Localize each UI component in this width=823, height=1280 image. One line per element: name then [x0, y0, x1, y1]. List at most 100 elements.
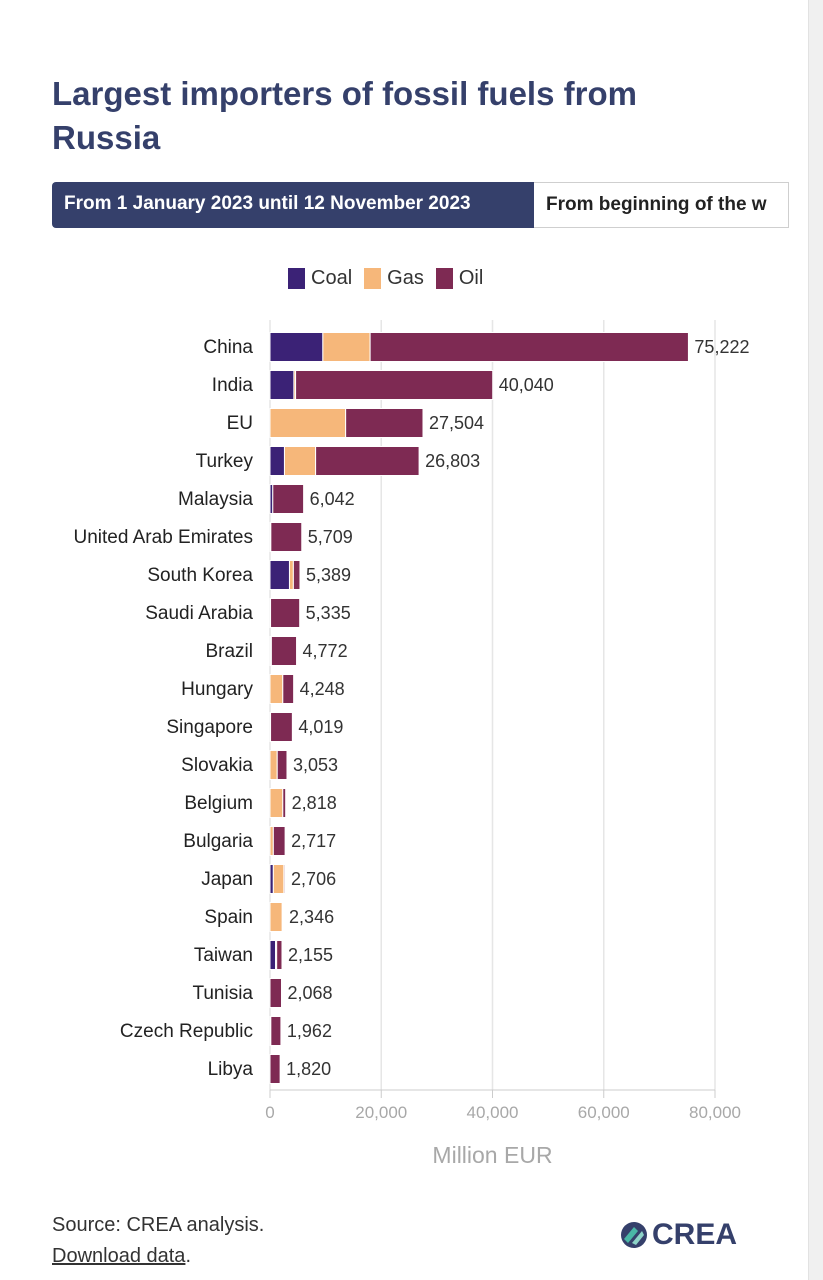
bar-total-label: 3,053: [293, 755, 338, 775]
bar-total-label: 2,068: [288, 983, 333, 1003]
bar-total-label: 1,820: [286, 1059, 331, 1079]
x-tick-label: 40,000: [467, 1103, 519, 1122]
legend-swatch-oil: [435, 267, 453, 289]
source-text: Source: CREA analysis.: [52, 1214, 265, 1236]
bar-oil: [345, 408, 424, 438]
bar-total-label: 26,803: [425, 451, 480, 471]
source-note: Source: CREA analysis. Download data.: [52, 1210, 264, 1272]
x-tick-label: 60,000: [578, 1103, 630, 1122]
bar-gas: [272, 864, 285, 894]
bar-total-label: 4,019: [298, 717, 343, 737]
bar-oil: [270, 598, 301, 628]
crea-logo[interactable]: CREA: [620, 1218, 737, 1252]
category-label: South Korea: [147, 565, 253, 586]
bar-coal: [269, 332, 324, 362]
legend-item-gas[interactable]: Gas: [364, 267, 424, 290]
category-label: Turkey: [196, 451, 254, 472]
bar-oil: [272, 484, 305, 514]
bar-gas: [269, 750, 278, 780]
bar-total-label: 2,706: [291, 869, 336, 889]
category-label: Tunisia: [192, 983, 253, 1004]
legend-swatch-coal: [288, 267, 305, 289]
category-label: China: [203, 337, 253, 358]
bar-total-label: 4,772: [303, 641, 348, 661]
crea-logo-text: CREA: [652, 1218, 738, 1251]
bar-coal: [269, 370, 295, 400]
bar-oil: [282, 788, 287, 818]
bar-total-label: 75,222: [694, 337, 749, 357]
category-label: Libya: [208, 1059, 254, 1080]
category-label: Spain: [204, 907, 253, 928]
page-edge: [808, 0, 823, 1280]
legend-swatch-gas: [364, 267, 382, 289]
bar-oil: [295, 370, 494, 400]
bar-oil: [270, 636, 298, 666]
bar-oil: [281, 902, 284, 932]
category-label: Hungary: [181, 679, 253, 700]
bar-oil: [270, 1016, 282, 1046]
category-label: Brazil: [205, 641, 253, 662]
bar-gas: [322, 332, 371, 362]
x-tick-label: 0: [265, 1103, 274, 1122]
page-title: Largest importers of fossil fuels from R…: [52, 75, 637, 156]
x-tick-label: 80,000: [689, 1103, 741, 1122]
bar-total-label: 2,346: [289, 907, 334, 927]
bar-total-label: 5,389: [306, 565, 351, 585]
category-label: Belgium: [184, 793, 253, 814]
x-axis-label: Million EUR: [432, 1142, 553, 1168]
legend-label-coal: Coal: [311, 266, 353, 289]
bar-gas: [269, 902, 283, 932]
bar-oil: [272, 826, 286, 856]
category-label: Taiwan: [194, 945, 253, 966]
bar-oil: [282, 674, 295, 704]
bar-total-label: 27,504: [429, 413, 484, 433]
bar-coal: [269, 864, 274, 894]
legend-label-oil: Oil: [458, 266, 484, 289]
bar-oil: [276, 750, 288, 780]
category-label: Japan: [201, 869, 253, 890]
bar-coal: [269, 940, 277, 970]
bar-oil: [270, 522, 303, 552]
download-line: Download data.: [52, 1241, 264, 1272]
category-label: Bulgaria: [183, 831, 253, 852]
bar-coal: [269, 560, 290, 590]
bar-total-label: 2,717: [291, 831, 336, 851]
bar-gas: [269, 408, 347, 438]
bar-total-label: 2,818: [292, 793, 337, 813]
crea-logo-icon: [621, 1222, 647, 1248]
bar-total-label: 40,040: [499, 375, 554, 395]
category-label: Saudi Arabia: [145, 603, 253, 624]
bar-oil: [269, 1054, 281, 1084]
legend-item-coal[interactable]: Coal: [288, 267, 352, 290]
category-label: Singapore: [166, 717, 253, 738]
bar-oil: [283, 864, 286, 894]
legend-item-oil[interactable]: Oil: [435, 266, 484, 290]
tab-2023-period[interactable]: From 1 January 2023 until 12 November 20…: [52, 182, 534, 228]
bar-gas: [288, 560, 294, 590]
bar-total-label: 4,248: [300, 679, 345, 699]
category-label: Czech Republic: [120, 1021, 253, 1042]
category-label: India: [212, 375, 254, 396]
x-tick-label: 20,000: [355, 1103, 407, 1122]
bar-gas: [269, 788, 284, 818]
download-suffix: .: [185, 1245, 191, 1267]
category-label: Malaysia: [178, 489, 253, 510]
bar-gas: [269, 674, 284, 704]
chart-legend: Coal Gas Oil: [288, 264, 495, 292]
bar-chart: 0 20,000 40,000 60,000 80,000 China 75,222 Indi…: [73, 320, 749, 1122]
category-label: Slovakia: [181, 755, 253, 776]
legend-label-gas: Gas: [387, 266, 424, 289]
bar-total-label: 2,155: [288, 945, 333, 965]
bar-total-label: 5,709: [308, 527, 353, 547]
bar-gas: [283, 446, 317, 476]
bar-oil: [276, 940, 283, 970]
bar-oil: [292, 560, 301, 590]
period-tabs: From 1 January 2023 until 12 November 20…: [52, 182, 789, 228]
bar-total-label: 5,335: [306, 603, 351, 623]
download-data-link[interactable]: Download data: [52, 1245, 186, 1267]
bar-oil: [369, 332, 689, 362]
bar-total-label: 6,042: [310, 489, 355, 509]
bar-total-label: 1,962: [287, 1021, 332, 1041]
category-label: United Arab Emirates: [73, 527, 253, 548]
tab-beginning-of-war[interactable]: From beginning of the w: [534, 182, 789, 228]
